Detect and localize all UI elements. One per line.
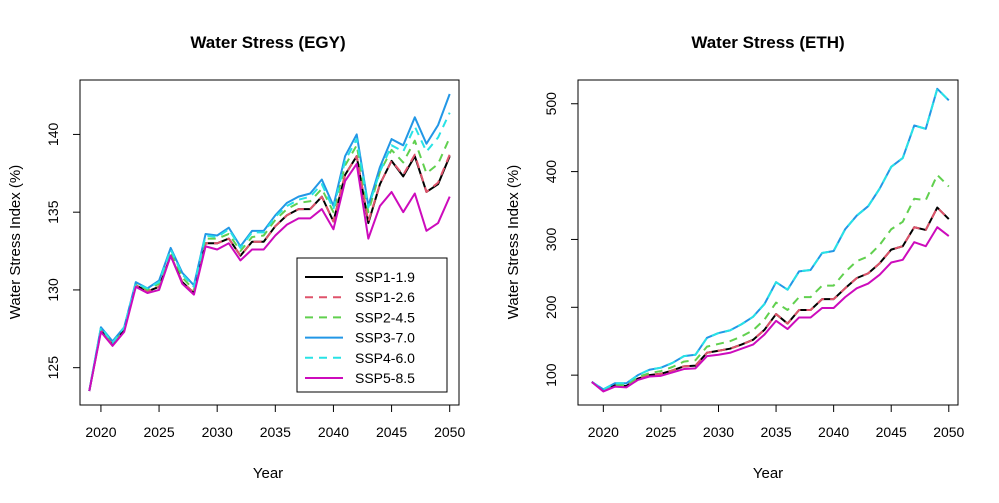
series-line-ssp3-7-0 [591,87,950,391]
x-tick-label: 2040 [818,424,849,440]
x-axis-label: Year [253,465,283,482]
x-tick-label: 2025 [645,424,676,440]
legend-label: SSP4-6.0 [355,350,415,366]
series-line-ssp4-6-0 [591,87,950,391]
y-tick-label: 130 [45,278,61,302]
y-tick-label: 400 [543,160,559,184]
y-tick-label: 125 [45,356,61,380]
series-lines [591,87,950,393]
chart-eth: Water Stress (ETH) Year Water Stress Ind… [505,33,965,482]
x-tick-label: 2030 [202,424,233,440]
legend-box [296,257,448,393]
series-line-ssp1-2-6 [88,153,451,392]
x-tick-label: 2050 [434,424,465,440]
legend-label: SSP1-2.6 [355,289,415,305]
y-axis: 100 200 300 400 500 [543,92,579,387]
legend-items: SSP1-1.9 SSP1-2.6 SSP2-4.5 SSP3-7.0 SSP4-6.0… [305,269,415,386]
x-tick-label: 2050 [933,424,964,440]
x-tick-label: 2045 [876,424,907,440]
legend: SSP1-1.9 SSP1-2.6 SSP2-4.5 SSP3-7.0 SSP4-6.0… [296,257,448,393]
y-tick-label: 140 [45,123,61,147]
y-axis-label: Water Stress Index (%) [505,165,522,319]
series-line-ssp4-6-0 [88,112,451,392]
x-tick-label: 2025 [143,424,174,440]
x-tick-label: 2020 [85,424,116,440]
y-axis-label: Water Stress Index (%) [7,165,24,319]
plot-frame [577,79,959,406]
x-axis: 2020 2025 2030 2035 2040 2045 2050 [85,404,465,440]
chart-egy: Water Stress (EGY) Year Water Stress Ind… [7,33,465,482]
chart-title: Water Stress (EGY) [190,33,345,52]
y-tick-label: 135 [45,200,61,224]
y-tick-label: 300 [543,228,559,252]
x-tick-label: 2040 [318,424,349,440]
x-tick-label: 2030 [703,424,734,440]
legend-label: SSP2-4.5 [355,309,415,325]
y-tick-label: 200 [543,295,559,319]
y-axis: 125 130 135 140 [45,123,81,380]
x-axis-label: Year [753,465,783,482]
series-line-ssp1-1-9 [591,206,950,392]
series-line-ssp5-8-5 [88,162,451,392]
chart-title: Water Stress (ETH) [691,33,844,52]
x-tick-label: 2035 [260,424,291,440]
series-line-ssp2-4-5 [88,137,451,392]
series-line-ssp2-4-5 [591,173,950,392]
series-lines [88,93,451,392]
x-tick-label: 2020 [588,424,619,440]
legend-label: SSP5-8.5 [355,370,415,386]
y-tick-label: 500 [543,92,559,116]
series-line-ssp5-8-5 [591,226,950,393]
x-axis: 2020 2025 2030 2035 2040 2045 2050 [588,404,965,440]
legend-label: SSP1-1.9 [355,269,415,285]
y-tick-label: 100 [543,363,559,387]
series-line-ssp1-2-6 [591,206,950,392]
x-tick-label: 2035 [760,424,791,440]
x-tick-label: 2045 [376,424,407,440]
legend-label: SSP3-7.0 [355,330,415,346]
